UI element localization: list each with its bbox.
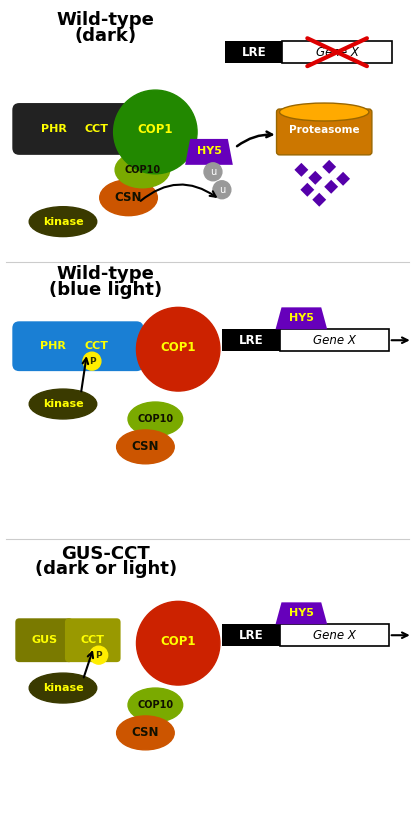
Text: Wild-type: Wild-type [57,265,155,283]
Text: (dark or light): (dark or light) [34,560,177,578]
FancyBboxPatch shape [12,103,135,155]
Text: CCT: CCT [81,636,105,645]
Bar [222,624,280,646]
Circle shape [114,90,197,174]
Circle shape [213,181,231,199]
Text: CSN: CSN [115,191,142,204]
Polygon shape [308,171,322,185]
FancyBboxPatch shape [65,618,121,662]
Polygon shape [324,180,338,194]
Circle shape [83,352,101,370]
Circle shape [137,307,220,391]
Text: CCT: CCT [85,124,109,134]
Ellipse shape [280,103,369,121]
Text: HY5: HY5 [289,609,314,618]
Text: CCT: CCT [85,342,109,351]
Ellipse shape [128,402,183,436]
Polygon shape [300,183,314,197]
Bar [222,329,280,351]
Text: COP10: COP10 [124,165,161,174]
Ellipse shape [29,206,97,237]
Text: LRE: LRE [238,333,263,346]
Ellipse shape [117,716,174,750]
Text: COP1: COP1 [138,124,173,137]
Ellipse shape [29,673,97,703]
Text: kinase: kinase [43,399,83,409]
Polygon shape [276,602,327,624]
Text: Gene X: Gene X [313,629,356,642]
Bar [225,41,283,63]
Text: Gene X: Gene X [316,46,359,59]
Text: PHR: PHR [41,124,67,134]
FancyBboxPatch shape [276,109,372,155]
Text: Wild-type: Wild-type [57,11,155,29]
Text: P: P [89,356,95,365]
Ellipse shape [128,688,183,722]
Ellipse shape [117,430,174,464]
Text: kinase: kinase [43,683,83,693]
Text: u: u [219,185,225,195]
Polygon shape [276,307,327,329]
Text: HY5: HY5 [197,146,222,156]
Bar [283,41,392,63]
Text: (dark): (dark) [75,27,137,45]
Text: CSN: CSN [132,441,159,454]
Text: (blue light): (blue light) [49,282,162,300]
FancyBboxPatch shape [12,321,144,371]
Text: COP10: COP10 [137,700,173,710]
Polygon shape [294,163,308,177]
Polygon shape [336,172,350,186]
Text: HY5: HY5 [289,314,314,324]
Text: LRE: LRE [242,46,266,59]
Text: COP1: COP1 [161,635,196,648]
Text: CSN: CSN [132,726,159,740]
Text: GUS: GUS [31,636,57,645]
Polygon shape [312,192,326,206]
Circle shape [137,601,220,685]
Text: COP1: COP1 [161,341,196,354]
Text: LRE: LRE [238,629,263,642]
Text: PHR: PHR [40,342,66,351]
Text: COP10: COP10 [137,414,173,424]
Polygon shape [322,160,336,174]
Polygon shape [185,139,233,165]
Bar [280,624,389,646]
Circle shape [204,163,222,181]
Ellipse shape [115,152,170,188]
Circle shape [90,646,107,664]
Bar [280,329,389,351]
Text: Gene X: Gene X [313,333,356,346]
Ellipse shape [29,389,97,419]
Text: P: P [95,650,102,659]
Ellipse shape [100,180,157,215]
FancyBboxPatch shape [15,618,73,662]
Text: Proteasome: Proteasome [289,125,359,135]
Text: kinase: kinase [43,217,83,227]
Text: u: u [210,167,216,177]
Text: GUS-CCT: GUS-CCT [61,545,150,563]
